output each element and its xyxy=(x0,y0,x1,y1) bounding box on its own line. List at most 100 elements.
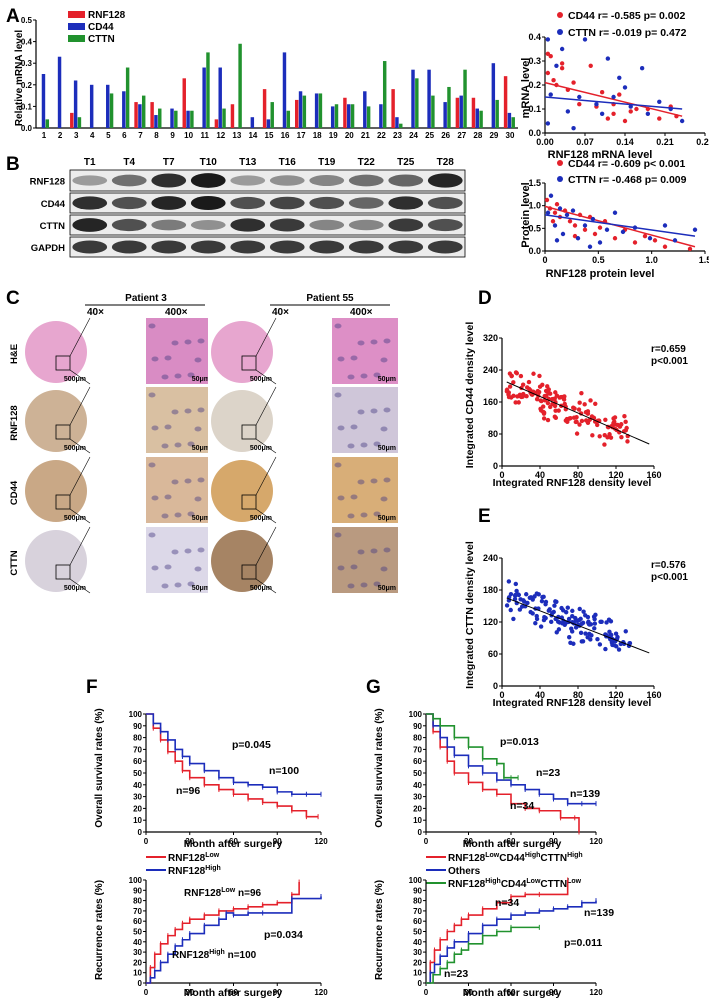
panel-e-ylabel: Integrated CTTN density level xyxy=(464,541,476,689)
data-point-cd44 xyxy=(571,80,576,85)
svg-text:CD44 r= -0.585 p= 0.002: CD44 r= -0.585 p= 0.002 xyxy=(568,10,685,22)
cell-nucleus xyxy=(164,355,172,361)
data-point xyxy=(562,401,567,407)
cell-nucleus xyxy=(334,323,342,329)
data-point xyxy=(595,636,600,642)
data-point xyxy=(599,619,604,625)
data-point-cd44 xyxy=(545,70,551,76)
data-point-cttn xyxy=(620,229,626,235)
blot-band xyxy=(269,240,305,254)
tissue-core xyxy=(25,460,87,522)
data-point-cttn xyxy=(559,46,565,52)
data-point xyxy=(592,626,597,631)
data-point-cttn xyxy=(657,99,662,105)
panel-a-bar-chart: 0.00.10.20.30.40.51 2 3 4 5 6 7 8 9 10 11 12 13 14 15 1… xyxy=(21,16,518,140)
data-point-cttn xyxy=(672,238,678,243)
panel-f-legend: RNF128Low RNF128High xyxy=(146,852,221,877)
cell-nucleus xyxy=(161,513,169,519)
cell-nucleus xyxy=(380,357,388,363)
x-tick-label: 0 xyxy=(144,837,149,846)
cell-nucleus xyxy=(148,323,156,329)
y-tick-label: 1.5 xyxy=(528,178,541,188)
blot-band xyxy=(190,173,226,188)
lane-label: T19 xyxy=(318,157,336,168)
blot-band xyxy=(427,196,463,210)
scale-bar-label: 50μm xyxy=(378,585,396,592)
blot-band xyxy=(427,218,463,232)
blot-band xyxy=(72,175,108,186)
bar-cttn xyxy=(174,110,178,128)
bar-cd44 xyxy=(218,67,222,128)
ihc-image xyxy=(332,318,398,384)
bar-cd44 xyxy=(138,104,142,128)
y-tick-label: 10 xyxy=(133,816,142,825)
data-point-cttn xyxy=(548,193,554,198)
cell-nucleus xyxy=(334,532,342,538)
blot-row-label: CD44 xyxy=(41,199,66,210)
y-tick-label: 0 xyxy=(418,979,423,988)
y-tick-label: 0.3 xyxy=(528,56,541,66)
category-label: 17 xyxy=(297,131,306,140)
y-tick-label: 50 xyxy=(133,928,142,937)
y-tick-label: 60 xyxy=(133,917,142,926)
blot-band xyxy=(151,196,187,210)
data-point xyxy=(592,616,597,622)
bar-cttn xyxy=(350,104,355,128)
category-label: 21 xyxy=(361,131,370,140)
bar-cttn xyxy=(45,119,50,128)
panel-g-os-p: p=0.013 xyxy=(500,736,539,748)
bar-cttn xyxy=(302,95,307,128)
scale-bar-label: 50μm xyxy=(378,376,396,383)
x-tick-label: 120 xyxy=(314,837,328,846)
category-label: 3 xyxy=(74,131,79,140)
data-point xyxy=(619,434,624,440)
data-point-cttn xyxy=(545,210,551,215)
y-tick-label: 0.0 xyxy=(21,124,33,133)
fit-line-cd44 xyxy=(544,81,683,117)
blot-band xyxy=(72,218,108,232)
zoom-line xyxy=(69,317,91,357)
x-tick-label: 60 xyxy=(229,988,238,997)
y-tick-label: 0.1 xyxy=(528,104,541,114)
zoom-box xyxy=(241,355,257,371)
scale-bar-label: 500μm xyxy=(250,585,272,592)
panel-e-scatter: 0 60 120 180 240 0 40 80 120 160 xyxy=(483,553,662,700)
lane-label: T10 xyxy=(200,157,218,168)
data-point-cttn xyxy=(611,94,616,100)
blot-band xyxy=(190,219,226,231)
lane-label: T28 xyxy=(437,157,455,168)
cell-nucleus xyxy=(337,356,345,362)
bar-cttn xyxy=(206,52,210,128)
category-label: 11 xyxy=(200,131,209,140)
cell-nucleus xyxy=(174,442,182,448)
blot-band xyxy=(72,240,108,254)
y-tick-label: 90 xyxy=(413,722,422,731)
blot-band xyxy=(111,218,147,232)
data-point xyxy=(574,419,579,424)
data-point xyxy=(570,608,575,614)
data-point-cd44 xyxy=(577,102,582,107)
data-point xyxy=(506,394,512,400)
data-point xyxy=(545,400,551,406)
data-point xyxy=(517,392,523,398)
data-point xyxy=(608,435,614,440)
y-tick-label: 60 xyxy=(133,757,142,766)
bar-cd44 xyxy=(154,115,158,128)
cell-nucleus xyxy=(148,462,156,468)
panel-a-scatter-ylabel: mRNA level xyxy=(520,58,532,119)
cell-nucleus xyxy=(373,441,381,447)
data-point-cd44 xyxy=(582,227,588,232)
blot-band xyxy=(388,174,424,187)
panel-e-stat-p: p<0.001 xyxy=(651,572,688,583)
ihc-image xyxy=(146,387,212,453)
y-tick-label: 40 xyxy=(413,938,422,947)
data-point xyxy=(537,373,542,379)
y-tick-label: 90 xyxy=(133,722,142,731)
km-curve xyxy=(146,896,322,984)
y-tick-label: 100 xyxy=(129,876,143,885)
category-label: 15 xyxy=(265,131,274,140)
data-point-cttn xyxy=(557,206,563,211)
panel-f-os-ylabel: Overall survival rates (%) xyxy=(94,708,105,828)
data-point xyxy=(611,420,616,426)
bar-cttn xyxy=(511,117,515,128)
